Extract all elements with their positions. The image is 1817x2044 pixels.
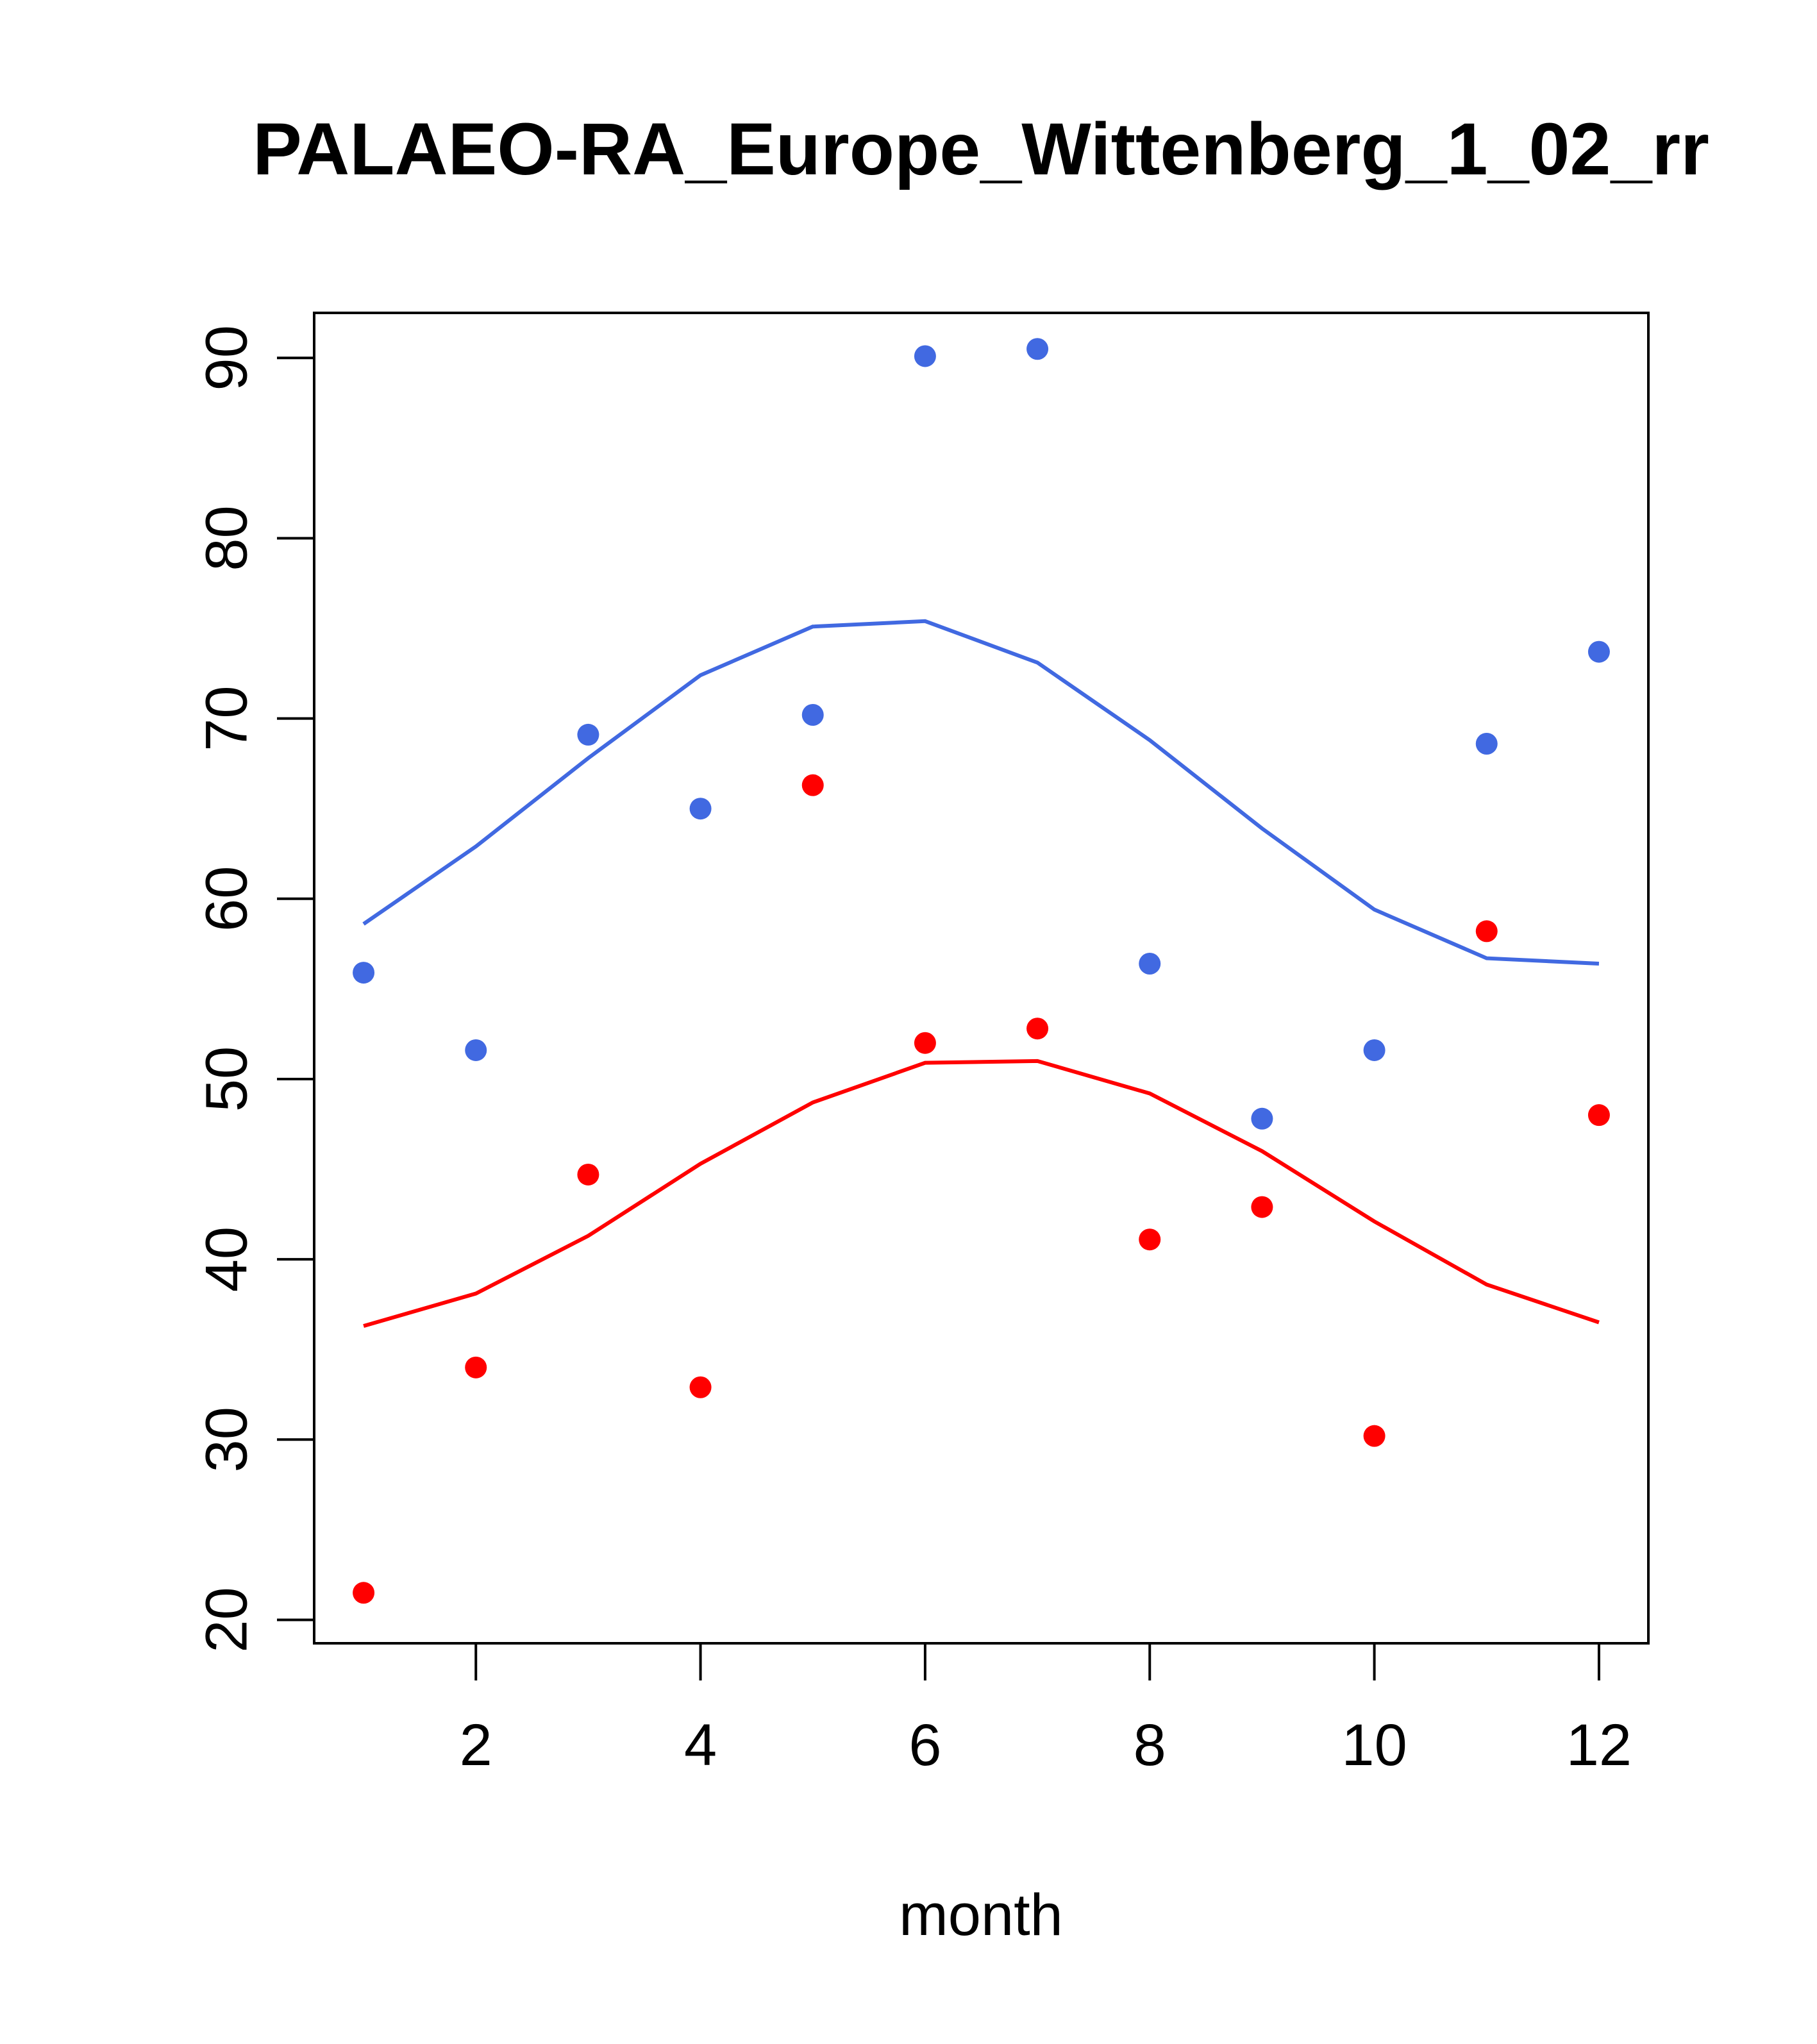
red-point (1251, 1196, 1273, 1218)
x-tick-label: 6 (908, 1713, 941, 1778)
x-tick-label: 2 (460, 1713, 492, 1778)
red-point (689, 1376, 712, 1398)
red-line (363, 1059, 1600, 1328)
red-point (577, 1163, 599, 1185)
red-point (1363, 1425, 1386, 1447)
red-point (465, 1356, 487, 1378)
blue-point (1026, 338, 1049, 360)
plot-frame (313, 312, 1650, 1645)
red-point (1139, 1228, 1161, 1251)
y-tick-label: 40 (194, 1227, 259, 1292)
blue-line (362, 619, 1600, 966)
blue-point (465, 1039, 487, 1061)
series-layer (353, 338, 1610, 1604)
x-axis: 2 4 6 8 10 12 (460, 1642, 1632, 1778)
y-tick-label: 70 (194, 685, 259, 751)
chart-title: PALAEO-RA_Europe_Wittenberg_1_02_rr (253, 108, 1709, 190)
red-point (914, 1032, 936, 1054)
red-point (353, 1582, 375, 1604)
blue-point (914, 345, 936, 367)
blue-point (689, 798, 712, 820)
x-tick-label: 12 (1566, 1713, 1632, 1778)
red-point (801, 774, 824, 796)
blue-point (1475, 732, 1498, 755)
blue-point (577, 723, 599, 746)
y-tick-label: 60 (194, 866, 259, 932)
y-tick-label: 20 (194, 1587, 259, 1652)
blue-point (1139, 953, 1161, 975)
x-tick-label: 4 (684, 1713, 717, 1778)
x-tick-label: 10 (1341, 1713, 1407, 1778)
red-point (1587, 1104, 1610, 1127)
y-tick-label: 30 (194, 1407, 259, 1472)
y-tick-label: 80 (194, 505, 259, 571)
blue-point (1363, 1039, 1386, 1061)
red-point (1026, 1018, 1049, 1040)
y-tick-label: 50 (194, 1046, 259, 1112)
x-axis-label: month (899, 1882, 1063, 1948)
blue-point (1251, 1107, 1273, 1130)
red-point (1475, 920, 1498, 942)
blue-point (1587, 641, 1610, 663)
x-tick-label: 8 (1134, 1713, 1166, 1778)
y-axis: 20 30 40 50 60 70 80 90 (194, 325, 315, 1653)
y-tick-label: 90 (194, 325, 259, 390)
blue-point (801, 703, 824, 726)
blue-point (353, 962, 375, 984)
